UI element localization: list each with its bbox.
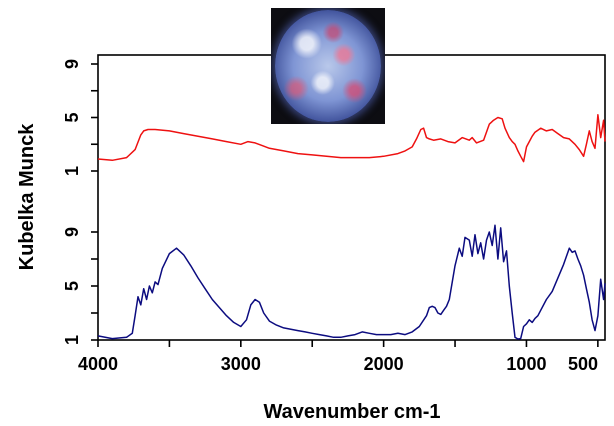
upper-spectrum-line-0 xyxy=(97,114,606,163)
x-tick-label: 3000 xyxy=(221,354,261,374)
x-axis: 4000 3000 2000 1000 500 xyxy=(78,340,599,374)
lower-y-tick-label: 9 xyxy=(62,227,82,237)
y-axis-lower: 1 5 9 xyxy=(62,227,98,345)
x-tick-label: 4000 xyxy=(78,354,118,374)
microscope-sample-photo-icon xyxy=(275,10,381,122)
upper-y-tick-label: 1 xyxy=(62,166,82,176)
sample-micrograph-image xyxy=(271,8,385,124)
y-axis-title: Kubelka Munck xyxy=(16,123,38,271)
lower-y-tick-label: 1 xyxy=(62,335,82,345)
upper-y-tick-label: 9 xyxy=(62,59,82,69)
y-axis-upper: 1 5 9 xyxy=(62,59,98,176)
x-tick-label: 1000 xyxy=(506,354,546,374)
upper-spectrum-group xyxy=(97,114,606,163)
lower-spectrum-group xyxy=(97,224,606,340)
x-axis-title: Wavenumber cm-1 xyxy=(263,401,440,423)
lower-spectrum-line-0 xyxy=(97,224,606,340)
x-tick-label: 2000 xyxy=(364,354,404,374)
upper-y-tick-label: 5 xyxy=(62,112,82,122)
x-tick-label: 500 xyxy=(568,354,598,374)
lower-y-tick-label: 5 xyxy=(62,281,82,291)
